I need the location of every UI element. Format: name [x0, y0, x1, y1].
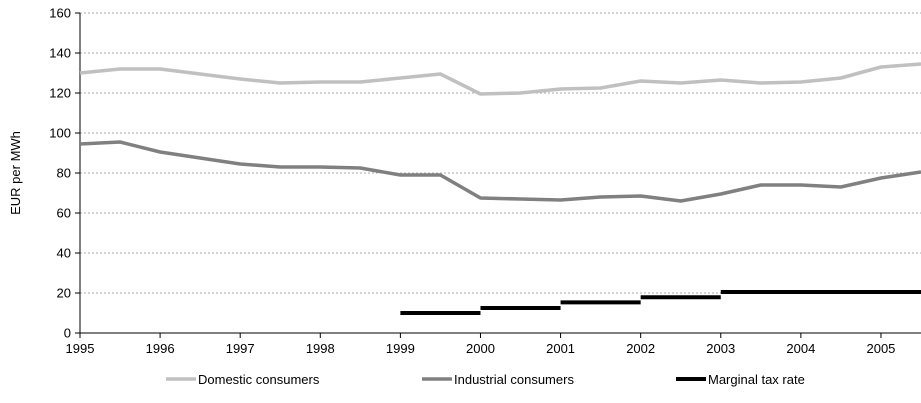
x-tick-label: 2005 [866, 341, 895, 356]
x-tick-label: 2001 [546, 341, 575, 356]
legend-label: Industrial consumers [454, 372, 574, 387]
legend: Domestic consumers Industrial consumers Ma… [166, 372, 805, 387]
x-tick-labels: 1995 1996 1997 1998 1999 2000 2001 2002 2003 2004… [66, 341, 896, 356]
domestic-consumers-line [79, 62, 921, 96]
y-tick-label: 80 [57, 166, 71, 181]
y-tick-label: 100 [49, 126, 71, 141]
x-tick-label: 2004 [786, 341, 815, 356]
y-tick-label: 0 [64, 326, 71, 341]
y-tick-label: 20 [57, 286, 71, 301]
x-tick-label: 2003 [706, 341, 735, 356]
y-tick-label: 60 [57, 206, 71, 221]
gridlines [80, 12, 921, 294]
y-axis-title: EUR per MWh [8, 131, 23, 215]
legend-label: Marginal tax rate [708, 372, 805, 387]
industrial-consumers-line [79, 140, 921, 203]
x-tick-label: 2000 [466, 341, 495, 356]
y-tick-label: 160 [49, 6, 71, 21]
y-tick-label: 40 [57, 246, 71, 261]
x-tick-label: 1997 [226, 341, 255, 356]
y-tick-labels: 0 20 40 60 80 100 120 140 160 [49, 6, 71, 341]
x-tick-label: 1995 [66, 341, 95, 356]
axes [75, 12, 921, 338]
series-lines [79, 62, 921, 315]
legend-label: Domestic consumers [198, 372, 320, 387]
x-tick-label: 2002 [626, 341, 655, 356]
y-tick-label: 140 [49, 46, 71, 61]
x-tick-label: 1996 [146, 341, 175, 356]
x-tick-label: 1999 [386, 341, 415, 356]
y-tick-label: 120 [49, 86, 71, 101]
x-tick-label: 1998 [306, 341, 335, 356]
